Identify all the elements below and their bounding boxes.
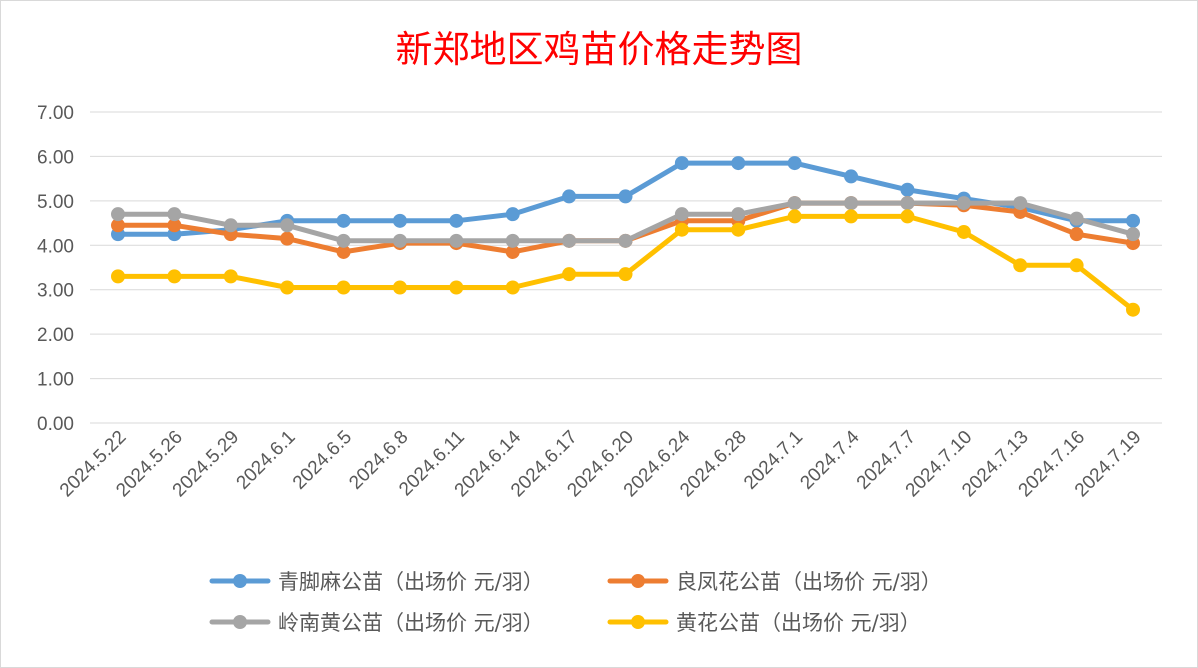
data-point: [1126, 302, 1140, 317]
legend-swatch-marker: [631, 574, 645, 588]
data-point: [618, 267, 633, 282]
data-point: [167, 207, 182, 222]
y-tick-label: 3.00: [37, 281, 74, 302]
data-point: [674, 222, 689, 237]
data-point: [336, 244, 351, 259]
data-point: [111, 207, 125, 222]
data-point: [900, 182, 915, 197]
data-point: [111, 269, 125, 284]
data-point: [392, 233, 407, 248]
data-point: [111, 218, 125, 233]
data-point: [900, 209, 915, 224]
data-point: [618, 233, 633, 248]
data-point: [505, 280, 520, 295]
data-point: [449, 233, 464, 248]
y-tick-label: 1.00: [37, 370, 74, 391]
legend-label: 青脚麻公苗（出场价 元/羽）: [278, 570, 544, 594]
data-point: [562, 233, 577, 248]
data-point: [1126, 227, 1140, 242]
data-point: [674, 207, 689, 222]
legend-item: 青脚麻公苗（出场价 元/羽）: [209, 570, 544, 594]
data-point: [731, 156, 746, 171]
data-point: [562, 267, 577, 282]
data-point: [1069, 258, 1084, 273]
data-point: [900, 196, 915, 211]
series-lines: [111, 156, 1140, 317]
legend-swatch-marker: [233, 615, 247, 629]
y-tick-label: 4.00: [37, 236, 74, 257]
data-point: [1126, 213, 1140, 228]
data-point: [505, 233, 520, 248]
legend-label: 黄花公苗（出场价 元/羽）: [676, 611, 921, 635]
data-point: [1069, 227, 1084, 242]
data-point: [223, 269, 238, 284]
legend-label: 岭南黄公苗（出场价 元/羽）: [278, 611, 544, 635]
legend-item: 岭南黄公苗（出场价 元/羽）: [209, 611, 544, 635]
y-axis-ticks: 0.00 1.00 2.00 3.00 4.00 5.00 6.00 7.00: [37, 103, 74, 435]
data-point: [449, 213, 464, 228]
y-tick-label: 7.00: [37, 103, 74, 124]
data-point: [1069, 211, 1084, 226]
y-tick-label: 5.00: [37, 192, 74, 213]
data-point: [562, 189, 577, 204]
legend-swatch-marker: [631, 615, 645, 629]
data-point: [167, 269, 182, 284]
data-point: [336, 233, 351, 248]
data-point: [1013, 196, 1028, 211]
legend: 青脚麻公苗（出场价 元/羽） 良凤花公苗（出场价 元/羽） 岭南黄公苗（出场价 元/…: [209, 570, 942, 635]
data-point: [280, 280, 295, 295]
data-point: [505, 244, 520, 259]
y-tick-label: 0.00: [37, 414, 74, 435]
data-point: [844, 196, 859, 211]
data-point: [956, 196, 971, 211]
chart-title: 新郑地区鸡苗价格走势图: [396, 28, 803, 71]
y-tick-label: 2.00: [37, 325, 74, 346]
data-point: [618, 189, 633, 204]
data-point: [844, 209, 859, 224]
data-point: [449, 280, 464, 295]
data-point: [674, 156, 689, 171]
legend-item: 良凤花公苗（出场价 元/羽）: [607, 570, 942, 594]
data-point: [731, 222, 746, 237]
data-point: [336, 280, 351, 295]
legend-label: 良凤花公苗（出场价 元/羽）: [676, 570, 942, 594]
legend-swatch-marker: [233, 574, 247, 588]
legend-item: 黄花公苗（出场价 元/羽）: [607, 611, 921, 635]
data-point: [280, 218, 295, 233]
data-point: [844, 169, 859, 184]
data-point: [1013, 258, 1028, 273]
data-point: [731, 207, 746, 222]
data-point: [223, 218, 238, 233]
data-point: [280, 231, 295, 246]
data-point: [505, 207, 520, 222]
data-point: [956, 224, 971, 239]
data-point: [336, 213, 351, 228]
data-point: [787, 196, 802, 211]
data-point: [392, 213, 407, 228]
series-3: [111, 209, 1140, 317]
data-point: [787, 156, 802, 171]
series-2: [111, 196, 1140, 248]
data-point: [787, 209, 802, 224]
data-point: [392, 280, 407, 295]
y-tick-label: 6.00: [37, 147, 74, 168]
data-point: [167, 218, 182, 233]
